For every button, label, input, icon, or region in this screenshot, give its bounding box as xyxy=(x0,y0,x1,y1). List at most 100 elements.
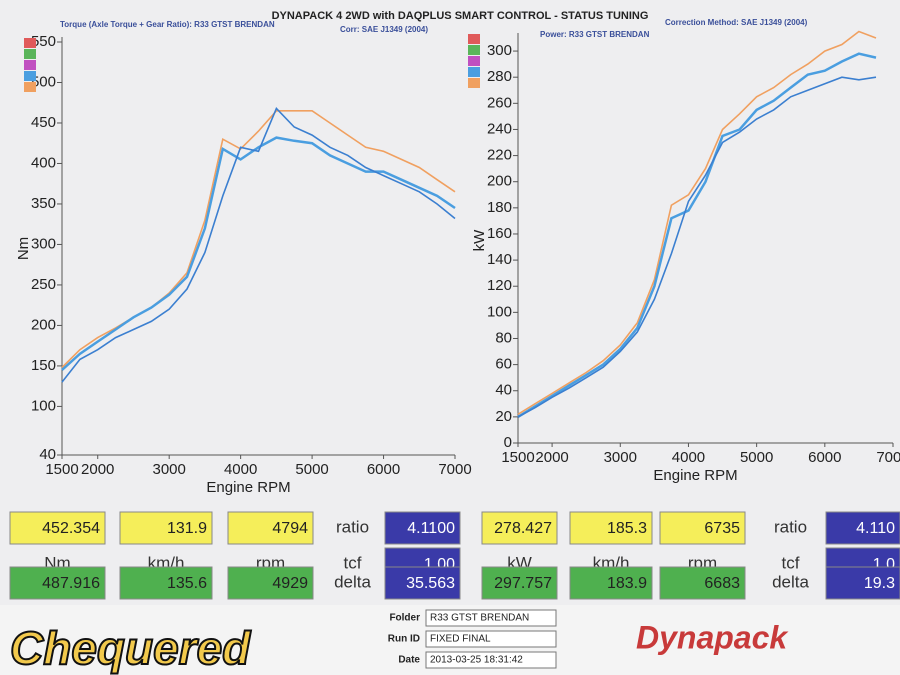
readout-value: 452.354 xyxy=(42,520,100,537)
readout-value: 6683 xyxy=(704,575,740,592)
data-line xyxy=(517,52,877,418)
footer-label: Folder xyxy=(389,613,420,624)
x-tick-label: 6000 xyxy=(808,449,841,466)
data-line xyxy=(61,106,456,383)
y-tick-label: 450 xyxy=(31,114,56,131)
readout-box xyxy=(227,511,314,545)
legend-swatch xyxy=(468,56,480,66)
y-tick-label: 150 xyxy=(31,357,56,374)
y-tick-label: 180 xyxy=(487,199,512,216)
y-tick-label: 0 xyxy=(504,434,512,451)
y-tick-label: 280 xyxy=(487,68,512,85)
readout-label: ratio xyxy=(774,517,807,536)
y-tick-label: 120 xyxy=(487,277,512,294)
left-subtitle: Torque (Axle Torque + Gear Ratio): R33 G… xyxy=(60,20,275,29)
readout-box xyxy=(569,566,653,600)
readout-value: 35.563 xyxy=(406,575,455,592)
right-subtitle: Power: R33 GTST BRENDAN xyxy=(540,30,650,39)
y-axis-label: Nm xyxy=(15,237,32,260)
y-tick-label: 260 xyxy=(487,94,512,111)
y-tick-label: 200 xyxy=(487,173,512,190)
x-tick-label: 4000 xyxy=(224,461,257,478)
y-tick-label: 20 xyxy=(495,408,512,425)
sheet-title: DYNAPACK 4 2WD with DAQPLUS SMART CONTRO… xyxy=(272,10,649,22)
readout-value: 278.427 xyxy=(494,520,552,537)
footer-field xyxy=(425,630,557,648)
readout-box xyxy=(119,566,213,600)
readout-value: 297.757 xyxy=(494,575,552,592)
legend-swatch xyxy=(24,49,36,59)
legend-swatch xyxy=(24,82,36,92)
readout-value: 4794 xyxy=(272,520,308,537)
x-tick-label: 2000 xyxy=(81,461,114,478)
y-tick-label: 500 xyxy=(31,73,56,90)
x-tick-label: 4000 xyxy=(672,449,705,466)
readout-box xyxy=(119,511,213,545)
legend-swatch xyxy=(24,60,36,70)
x-tick-label: 3000 xyxy=(604,449,637,466)
readout-label: tcf xyxy=(782,553,800,572)
footer-value: R33 GTST BRENDAN xyxy=(430,613,529,624)
y-axis-label: kW xyxy=(471,229,488,252)
y-tick-label: 80 xyxy=(495,329,512,346)
footer-label: Run ID xyxy=(388,634,420,645)
x-tick-label: 3000 xyxy=(152,461,185,478)
y-tick-label: 300 xyxy=(487,42,512,59)
x-tick-label: 7000 xyxy=(438,461,471,478)
y-tick-label: 550 xyxy=(31,33,56,50)
y-tick-label: 300 xyxy=(31,235,56,252)
readout-label: ratio xyxy=(336,517,369,536)
y-tick-label: 250 xyxy=(31,276,56,293)
y-tick-label: 220 xyxy=(487,147,512,164)
readout-box xyxy=(227,566,314,600)
readout-box xyxy=(569,511,653,545)
y-tick-label: 100 xyxy=(31,397,56,414)
data-line xyxy=(517,30,877,415)
y-tick-label: 240 xyxy=(487,120,512,137)
readout-value: 4929 xyxy=(272,575,308,592)
right-correction: Correction Method: SAE J1349 (2004) xyxy=(665,18,808,27)
y-tick-label: 160 xyxy=(487,225,512,242)
left-logo: Chequered xyxy=(10,622,251,674)
legend-swatch xyxy=(468,34,480,44)
legend-swatch xyxy=(468,67,480,77)
readout-value: 131.9 xyxy=(167,520,207,537)
data-line xyxy=(61,136,456,371)
x-axis-label: Engine RPM xyxy=(653,467,737,484)
readout-box xyxy=(825,511,900,545)
x-tick-label: 2000 xyxy=(535,449,568,466)
readout-box xyxy=(481,566,558,600)
footer-value: 2013-03-25 18:31:42 xyxy=(430,655,523,666)
x-tick-label: 1500 xyxy=(45,461,78,478)
x-tick-label: 6000 xyxy=(367,461,400,478)
legend-swatch xyxy=(24,71,36,81)
x-tick-label: 1500 xyxy=(501,449,534,466)
x-tick-label: 7000 xyxy=(876,449,900,466)
y-tick-label: 140 xyxy=(487,251,512,268)
footer-field xyxy=(425,651,557,669)
x-axis-label: Engine RPM xyxy=(206,479,290,496)
readout-label: delta xyxy=(334,572,371,591)
footer-value: FIXED FINAL xyxy=(430,634,491,645)
readout-box xyxy=(9,511,106,545)
right-logo: Dynapack xyxy=(636,619,789,655)
readout-label: tcf xyxy=(344,553,362,572)
readout-value: 6735 xyxy=(704,520,740,537)
readout-box xyxy=(825,566,900,600)
readout-box xyxy=(659,566,746,600)
readout-box xyxy=(659,511,746,545)
legend-swatch xyxy=(468,78,480,88)
readout-value: 4.1100 xyxy=(407,520,455,537)
readout-value: 183.9 xyxy=(607,575,647,592)
readout-box xyxy=(384,566,461,600)
y-tick-label: 40 xyxy=(39,446,56,463)
readout-value: 19.3 xyxy=(864,575,895,592)
readout-label: delta xyxy=(772,572,809,591)
y-tick-label: 350 xyxy=(31,195,56,212)
legend-swatch xyxy=(468,45,480,55)
footer-field xyxy=(425,609,557,627)
footer-label: Date xyxy=(398,655,420,666)
y-tick-label: 100 xyxy=(487,303,512,320)
y-tick-label: 200 xyxy=(31,316,56,333)
